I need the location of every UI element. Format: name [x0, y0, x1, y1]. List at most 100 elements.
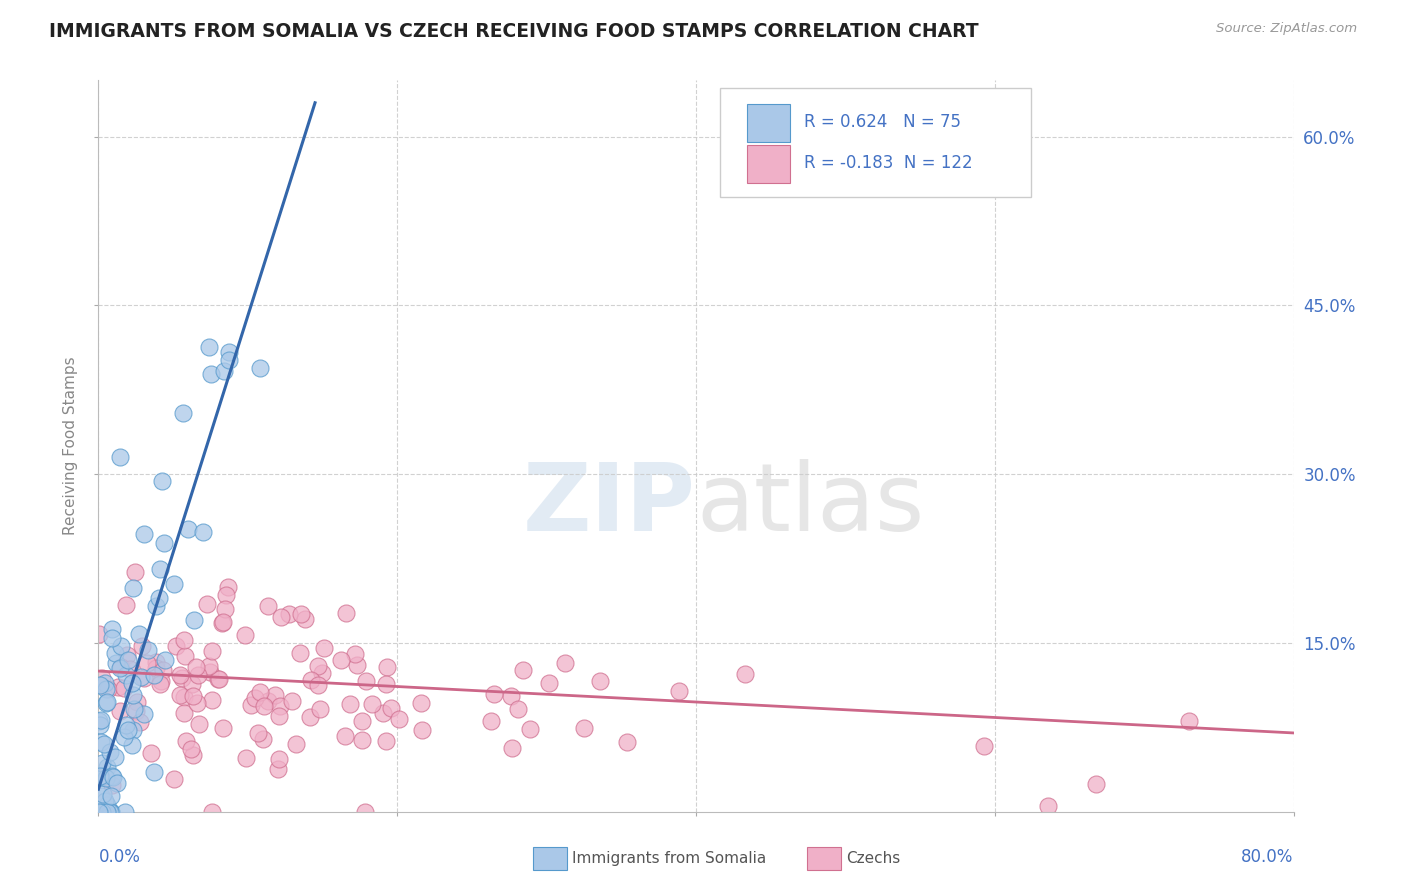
Point: [173, 632, 195, 647]
Point: [131, 639, 153, 653]
Point: [217, 580, 239, 594]
Point: [118, 662, 141, 676]
Point: [519, 722, 541, 736]
Point: [90, 735, 112, 749]
Point: [281, 693, 304, 707]
Point: [96, 695, 118, 709]
Point: [129, 715, 152, 730]
Point: [181, 689, 204, 703]
Point: [139, 747, 162, 761]
Point: [195, 597, 218, 611]
Point: [734, 666, 756, 681]
Point: [96, 760, 118, 774]
Point: [98, 744, 121, 758]
Point: [375, 677, 398, 691]
Point: [211, 721, 233, 735]
Point: [354, 805, 377, 819]
Point: [121, 581, 143, 595]
Point: [165, 639, 187, 653]
Text: Immigrants from Somalia: Immigrants from Somalia: [572, 851, 766, 865]
Point: [91, 756, 114, 771]
Point: [380, 701, 402, 715]
Point: [122, 702, 145, 716]
Point: [114, 718, 136, 732]
Point: [333, 729, 356, 743]
Point: [249, 360, 271, 375]
FancyBboxPatch shape: [748, 103, 790, 142]
Point: [201, 805, 224, 819]
Point: [198, 658, 221, 673]
Point: [177, 522, 200, 536]
Point: [91, 671, 114, 685]
Point: [307, 658, 329, 673]
Point: [90, 713, 112, 727]
Point: [183, 613, 205, 627]
Point: [188, 716, 211, 731]
Text: Source: ZipAtlas.com: Source: ZipAtlas.com: [1216, 22, 1357, 36]
Point: [90, 789, 112, 804]
Point: [127, 695, 149, 709]
Point: [128, 626, 150, 640]
Point: [270, 610, 292, 624]
Point: [108, 450, 131, 464]
Point: [352, 714, 374, 728]
Point: [100, 805, 122, 819]
Point: [285, 737, 308, 751]
Point: [136, 643, 159, 657]
Point: [247, 725, 270, 739]
Point: [145, 599, 167, 613]
Point: [94, 696, 117, 710]
Point: [117, 653, 139, 667]
Point: [110, 639, 132, 653]
Point: [249, 684, 271, 698]
Point: [346, 657, 368, 672]
Point: [668, 683, 690, 698]
Point: [201, 692, 224, 706]
Point: [115, 648, 138, 662]
Point: [115, 667, 138, 681]
Point: [193, 524, 215, 539]
Point: [162, 577, 184, 591]
Point: [101, 622, 124, 636]
Point: [198, 665, 221, 679]
Point: [186, 696, 208, 710]
Point: [174, 648, 197, 663]
Point: [218, 344, 240, 359]
Point: [124, 704, 146, 718]
Point: [142, 668, 165, 682]
Point: [186, 659, 208, 673]
Point: [150, 474, 173, 488]
Point: [134, 526, 156, 541]
Point: [112, 681, 135, 695]
Point: [153, 653, 176, 667]
Point: [201, 644, 224, 658]
Point: [107, 680, 129, 694]
Point: [101, 770, 124, 784]
Point: [94, 675, 117, 690]
Point: [94, 771, 117, 785]
Point: [173, 706, 195, 720]
Point: [163, 772, 186, 786]
Point: [267, 752, 290, 766]
Point: [215, 588, 238, 602]
Point: [252, 731, 274, 746]
Point: [411, 723, 433, 737]
Point: [97, 681, 120, 696]
Point: [200, 367, 222, 381]
Point: [122, 689, 145, 703]
Point: [180, 741, 202, 756]
Point: [148, 591, 170, 606]
Point: [312, 640, 335, 655]
Point: [89, 678, 111, 692]
Point: [299, 673, 322, 688]
Point: [149, 677, 172, 691]
Point: [93, 769, 115, 783]
Point: [214, 602, 236, 616]
Point: [501, 740, 523, 755]
Point: [387, 712, 409, 726]
Point: [186, 668, 208, 682]
Point: [94, 681, 117, 696]
Point: [143, 765, 166, 780]
Point: [135, 657, 157, 671]
Point: [94, 805, 117, 819]
